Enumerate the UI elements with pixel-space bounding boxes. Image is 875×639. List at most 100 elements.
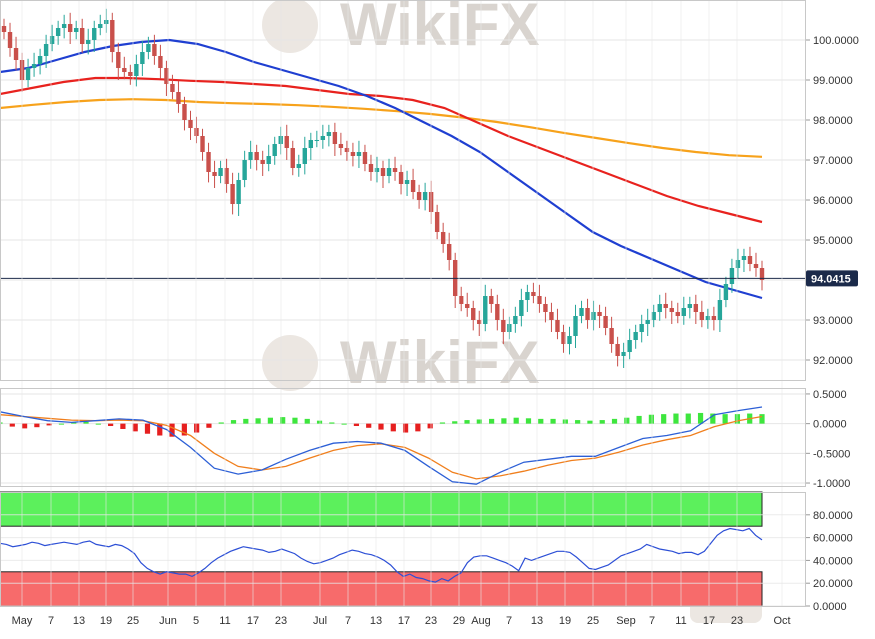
panel-frame (0, 0, 806, 381)
price-tick-label: 100.0000 (813, 35, 859, 47)
candle-body (152, 44, 157, 56)
date-label: Jun (159, 615, 177, 627)
date-label: 7 (345, 615, 351, 627)
macd-histogram-bar (255, 418, 261, 424)
candle-body (158, 56, 163, 68)
rsi-overbought-band (0, 491, 763, 527)
candle-body (681, 308, 686, 316)
candle-body (98, 24, 103, 28)
macd-histogram-bar (648, 414, 654, 424)
price-axis: 100.0000 99.0000 98.0000 97.0000 96.0000 95.0… (805, 35, 859, 367)
date-label: 11 (219, 615, 230, 627)
macd-histogram-bar (452, 421, 458, 424)
sma100-line (0, 76, 763, 224)
rsi-line (0, 527, 763, 583)
candle-body (43, 44, 49, 56)
date-label: 13 (531, 615, 543, 627)
macd-histogram-bar (611, 418, 618, 424)
candle-body (723, 284, 729, 300)
rsi-tick-label: 40.0000 (813, 555, 853, 567)
candle-body (657, 304, 662, 312)
panel-borders (0, 0, 806, 607)
candle-body (266, 156, 271, 164)
date-label: Sep (616, 615, 636, 627)
rsi-oversold-band (0, 571, 763, 607)
candle-body (212, 172, 217, 176)
rsi-tick-label: 60.0000 (813, 533, 853, 545)
candle-body (122, 68, 127, 72)
macd-histogram-bar (525, 418, 532, 424)
macd-tick-label: -0.5000 (813, 448, 850, 460)
price-tick-label: 93.0000 (813, 315, 853, 327)
candle-body (699, 312, 705, 320)
candle-body (320, 136, 326, 140)
candle-body (254, 152, 259, 160)
macd-histogram-bar (144, 423, 151, 434)
macd-histogram-bar (194, 423, 200, 433)
macd-histogram-bar (710, 413, 716, 424)
candle-body (134, 64, 139, 76)
candle-body (164, 68, 169, 84)
candle-body (440, 232, 446, 244)
candle-body (483, 296, 488, 324)
macd-histogram-bar (673, 413, 679, 424)
candle-body (200, 136, 205, 152)
candle-body (55, 28, 61, 36)
rsi-tick-label: 20.0000 (813, 578, 853, 590)
candle-body (182, 104, 187, 120)
candle-body (645, 320, 650, 324)
candle-body (711, 316, 717, 320)
price-grid (0, 39, 805, 361)
macd-histogram-bar (661, 414, 667, 424)
macd-histogram-bar (280, 417, 286, 424)
macd-tick-label: 0.0000 (813, 419, 847, 431)
watermark-logo (262, 335, 318, 391)
candle-body (80, 28, 85, 44)
macd-histogram-bar (722, 414, 728, 424)
date-label: Oct (773, 615, 790, 627)
candle-body (416, 192, 422, 200)
rsi-polyline (0, 527, 763, 583)
macd-histogram-bar (341, 423, 347, 425)
candle-body (537, 296, 542, 304)
candle-body (477, 320, 482, 324)
candle-body (170, 84, 175, 92)
candle-body (356, 152, 362, 156)
watermark-text: WikiFX (340, 0, 539, 58)
current-price-tag: 94.0415 (806, 270, 858, 287)
macd-histogram-bar (95, 423, 101, 425)
macd-histogram-bar (243, 418, 249, 424)
candle-body (386, 168, 392, 176)
candle-body (13, 48, 19, 60)
date-label: 17 (247, 615, 259, 627)
moving-average-lines (0, 38, 763, 300)
candle-body (471, 308, 476, 320)
macd-histogram-bar (402, 423, 409, 433)
macd-histogram-bar (83, 421, 89, 424)
candle-body (422, 192, 428, 200)
macd-histogram-bar (21, 423, 28, 429)
candle-body (61, 24, 67, 28)
date-label: May (12, 615, 33, 627)
candle-body (332, 132, 338, 144)
macd-histogram-bar (120, 423, 126, 429)
candle-body (675, 312, 680, 316)
candle-body (236, 180, 241, 204)
macd-histogram-bar (759, 414, 765, 424)
candle-body (549, 312, 554, 320)
rsi-tick-label: 0.0000 (813, 601, 847, 613)
macd-histogram-bar (427, 423, 433, 429)
candle-body (519, 300, 524, 316)
candle-body (296, 164, 301, 168)
panel-frame (0, 388, 806, 487)
candle-body (639, 324, 644, 332)
macd-histogram-bar (58, 423, 65, 425)
candle-body (392, 168, 398, 172)
price-panel: 100.0000 99.0000 98.0000 97.0000 96.0000 95.0… (0, 8, 859, 368)
date-label: 29 (453, 615, 465, 627)
date-label: Jul (313, 615, 327, 627)
candle-body (140, 52, 145, 64)
candle-body (308, 140, 314, 148)
candle-body (687, 304, 693, 308)
